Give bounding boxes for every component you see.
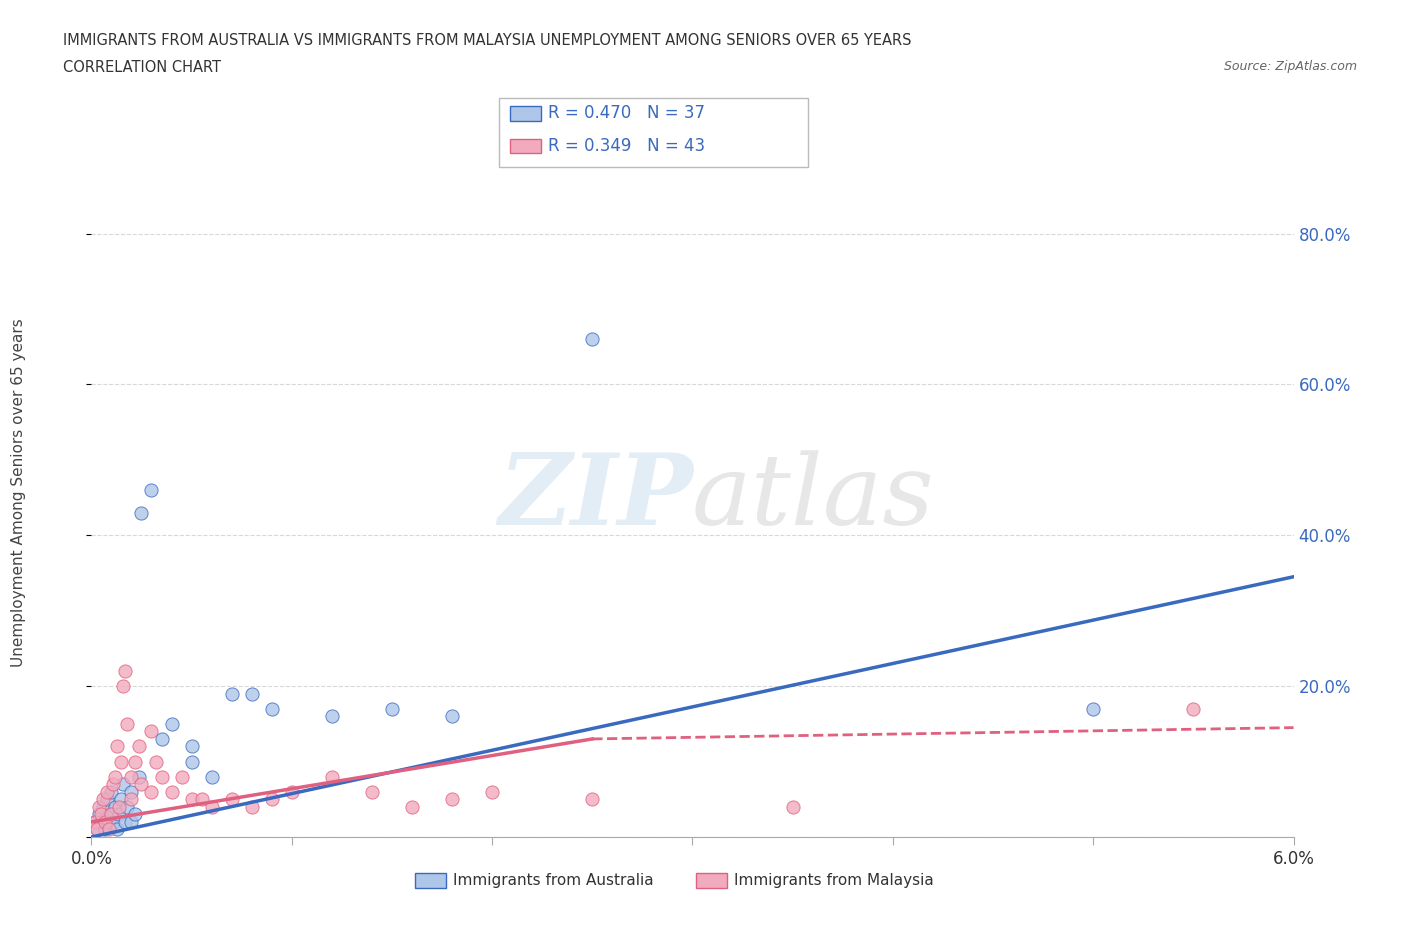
- Point: [104, 769, 127, 784]
- Point: [131, 777, 153, 791]
- Point: [128, 769, 150, 784]
- Point: [360, 784, 382, 799]
- Point: [86, 822, 108, 837]
- Point: [110, 754, 132, 769]
- Point: [124, 754, 146, 769]
- Point: [93, 791, 115, 806]
- Point: [440, 709, 463, 724]
- Point: [96, 784, 118, 799]
- Point: [93, 800, 115, 815]
- Point: [141, 724, 163, 738]
- Point: [240, 800, 263, 815]
- Point: [150, 732, 173, 747]
- Point: [128, 739, 150, 754]
- Point: [89, 807, 111, 822]
- Point: [117, 716, 139, 731]
- Point: [481, 784, 503, 799]
- Point: [260, 701, 283, 716]
- Point: [98, 822, 121, 837]
- Point: [96, 791, 118, 806]
- Point: [90, 815, 112, 830]
- Text: ZIP: ZIP: [499, 449, 693, 546]
- Point: [117, 800, 139, 815]
- Text: R = 0.470   N = 37: R = 0.470 N = 37: [548, 104, 706, 123]
- Point: [112, 679, 135, 694]
- Text: R = 0.349   N = 43: R = 0.349 N = 43: [548, 137, 706, 155]
- Point: [221, 686, 243, 701]
- Point: [100, 807, 122, 822]
- Text: IMMIGRANTS FROM AUSTRALIA VS IMMIGRANTS FROM MALAYSIA UNEMPLOYMENT AMONG SENIORS: IMMIGRANTS FROM AUSTRALIA VS IMMIGRANTS …: [63, 33, 911, 47]
- Point: [321, 769, 343, 784]
- Point: [180, 791, 202, 806]
- Point: [145, 754, 167, 769]
- Point: [103, 777, 125, 791]
- Text: Immigrants from Australia: Immigrants from Australia: [453, 873, 654, 888]
- Point: [110, 791, 132, 806]
- Point: [381, 701, 404, 716]
- Point: [401, 800, 423, 815]
- Point: [190, 791, 212, 806]
- Point: [150, 769, 173, 784]
- Point: [90, 807, 112, 822]
- Point: [108, 800, 131, 815]
- Point: [114, 664, 136, 679]
- Point: [121, 769, 143, 784]
- Text: Unemployment Among Seniors over 65 years: Unemployment Among Seniors over 65 years: [11, 319, 25, 668]
- Point: [160, 784, 183, 799]
- Point: [103, 815, 125, 830]
- Text: CORRELATION CHART: CORRELATION CHART: [63, 60, 221, 75]
- Point: [94, 822, 117, 837]
- Point: [121, 815, 143, 830]
- Text: Source: ZipAtlas.com: Source: ZipAtlas.com: [1223, 60, 1357, 73]
- Point: [180, 754, 202, 769]
- Point: [112, 777, 135, 791]
- Point: [201, 800, 224, 815]
- Point: [440, 791, 463, 806]
- Point: [581, 332, 603, 347]
- Point: [581, 791, 603, 806]
- Point: [107, 739, 129, 754]
- Point: [84, 815, 107, 830]
- Point: [84, 815, 107, 830]
- Point: [86, 822, 108, 837]
- Point: [1182, 701, 1205, 716]
- Point: [141, 784, 163, 799]
- Point: [1083, 701, 1105, 716]
- Point: [170, 769, 193, 784]
- Point: [94, 815, 117, 830]
- Point: [104, 800, 127, 815]
- Point: [131, 505, 153, 520]
- Text: atlas: atlas: [692, 450, 934, 545]
- Point: [121, 791, 143, 806]
- Point: [100, 784, 122, 799]
- Point: [240, 686, 263, 701]
- Point: [160, 716, 183, 731]
- Point: [108, 807, 131, 822]
- Point: [782, 800, 804, 815]
- Point: [141, 483, 163, 498]
- Point: [89, 800, 111, 815]
- Point: [124, 807, 146, 822]
- Point: [107, 822, 129, 837]
- Point: [114, 815, 136, 830]
- Point: [281, 784, 304, 799]
- Point: [98, 815, 121, 830]
- Point: [321, 709, 343, 724]
- Point: [260, 791, 283, 806]
- Point: [100, 807, 122, 822]
- Point: [201, 769, 224, 784]
- Point: [121, 784, 143, 799]
- Point: [180, 739, 202, 754]
- Point: [221, 791, 243, 806]
- Text: Immigrants from Malaysia: Immigrants from Malaysia: [734, 873, 934, 888]
